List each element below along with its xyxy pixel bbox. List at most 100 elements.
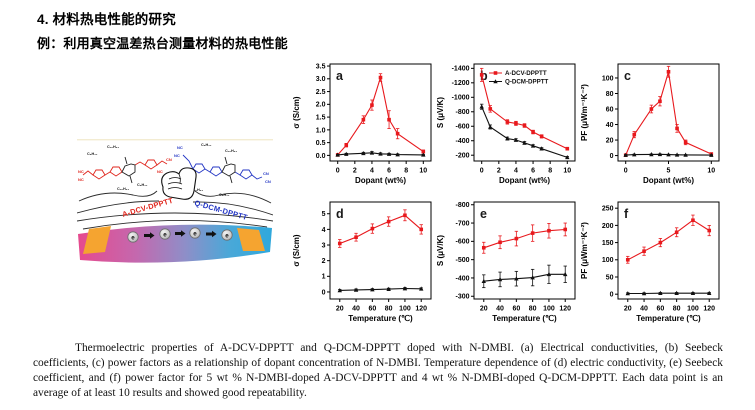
svg-text:CN: CN xyxy=(166,157,172,162)
panel-letter: b xyxy=(480,69,488,83)
y-axis: 0 20 40 60 80 100 PF (μWm⁻¹K⁻²) xyxy=(580,75,618,160)
svg-text:120: 120 xyxy=(415,306,427,313)
svg-text:2.0: 2.0 xyxy=(316,102,326,109)
svg-text:-600: -600 xyxy=(455,239,469,246)
y-axis: -800 -700 -600 -500 -400 -300 S (μV/K) xyxy=(436,202,474,301)
y-axis: 0 50 100 150 200 250 PF (μWm⁻¹K⁻²) xyxy=(580,206,618,299)
x-axis-label: Temperature (℃) xyxy=(348,314,413,323)
svg-text:e: e xyxy=(225,232,229,239)
svg-text:40: 40 xyxy=(640,306,648,313)
svg-text:e: e xyxy=(163,231,167,238)
svg-text:80: 80 xyxy=(385,306,393,313)
svg-text:8: 8 xyxy=(548,168,552,175)
panel-c-chart: 0 5 10 Dopant (wt%) 0 20 40 60 80 100 PF (μWm⁻¹K⁻²… xyxy=(580,58,724,196)
svg-text:20: 20 xyxy=(624,306,632,313)
svg-text:120: 120 xyxy=(703,306,715,313)
panel-letter: e xyxy=(480,207,487,221)
svg-text:0.0: 0.0 xyxy=(316,153,326,160)
plot-frame xyxy=(617,63,720,162)
svg-text:-800: -800 xyxy=(455,202,469,209)
svg-text:0: 0 xyxy=(480,168,484,175)
svg-text:80: 80 xyxy=(673,306,681,313)
svg-text:100: 100 xyxy=(602,75,614,82)
series-Q-DCM-DPPTT xyxy=(337,286,424,293)
svg-text:-500: -500 xyxy=(455,257,469,264)
plot-frame xyxy=(617,201,720,300)
svg-text:4: 4 xyxy=(514,168,518,175)
chart-svg-a: 0 2 4 6 8 10 Dopant (wt%) 0.0 0.5 1.0 1.5 2.0 2.5 3.0… xyxy=(292,63,432,185)
y-axis-label: PF (μWm⁻¹K⁻²) xyxy=(580,84,589,141)
panel-letter: c xyxy=(624,69,631,83)
svg-text:-400: -400 xyxy=(455,275,469,282)
x-axis: 0 2 4 6 8 10 Dopant (wt%) xyxy=(480,161,571,185)
y-axis: 0 1 2 3 4 5 σ (S/cm) xyxy=(292,211,330,296)
svg-text:C₁₀H₂₁: C₁₀H₂₁ xyxy=(107,145,119,149)
svg-text:e: e xyxy=(193,230,197,237)
svg-text:-600: -600 xyxy=(455,124,469,131)
left-electrode xyxy=(83,226,111,254)
svg-text:4: 4 xyxy=(322,227,326,234)
svg-text:2: 2 xyxy=(353,168,357,175)
svg-text:60: 60 xyxy=(512,306,520,313)
svg-text:10: 10 xyxy=(563,168,571,175)
series-A-DCV-DPPTT xyxy=(481,222,568,254)
x-axis: 0 5 10 Dopant (wt%) xyxy=(624,161,715,185)
example-subheading: 例：利用真空温差热台测量材料的热电性能 xyxy=(37,36,288,51)
svg-text:C₈H₁₇: C₈H₁₇ xyxy=(201,143,212,147)
electron-flow-arrow xyxy=(175,230,186,237)
panel-e-chart: 20 40 60 80 100 120 Temperature (℃) -800 -700 -60… xyxy=(436,196,580,334)
electron: e xyxy=(189,227,201,239)
svg-text:100: 100 xyxy=(399,306,411,313)
x-axis-label: Dopant (wt%) xyxy=(355,176,406,185)
svg-text:3.5: 3.5 xyxy=(316,63,326,70)
svg-text:NC: NC xyxy=(174,153,180,158)
x-axis-label: Temperature (℃) xyxy=(636,314,701,323)
svg-text:150: 150 xyxy=(602,240,614,247)
svg-text:20: 20 xyxy=(336,306,344,313)
svg-text:120: 120 xyxy=(559,306,571,313)
electron: e xyxy=(127,231,139,243)
series-A-DCV-DPPTT xyxy=(623,65,714,157)
electron-flow-arrow xyxy=(144,232,155,239)
series-Q-DCM-DPPTT xyxy=(481,264,568,289)
electron-flow-arrow xyxy=(206,230,217,238)
a-dcv-dpptt-label: A-DCV-DPPTT xyxy=(121,196,174,219)
plot-frame xyxy=(473,63,576,162)
panel-f-chart: 20 40 60 80 100 120 Temperature (℃) 0 50 100 150 20… xyxy=(580,196,724,334)
svg-text:-1400: -1400 xyxy=(452,66,470,73)
plot-frame xyxy=(329,63,432,162)
svg-text:80: 80 xyxy=(529,306,537,313)
panel-letter: f xyxy=(624,207,629,221)
svg-text:C₈H₁₇: C₈H₁₇ xyxy=(219,193,230,197)
panel-b-chart: 0 2 4 6 8 10 Dopant (wt%) -1400 -1200 -1000 -800 -6… xyxy=(436,58,580,196)
svg-text:100: 100 xyxy=(687,306,699,313)
svg-text:0: 0 xyxy=(610,153,614,160)
a-dcv-dpptt-molecule: NC NC CN NC C₈H₁₇ C₁₀H₂₁ C₁₀H₂₁ C₈H₁₇ xyxy=(78,145,172,191)
chart-svg-c: 0 5 10 Dopant (wt%) 0 20 40 60 80 100 PF (μWm⁻¹K⁻²… xyxy=(580,63,720,185)
svg-text:C₈H₁₇: C₈H₁₇ xyxy=(87,152,98,156)
y-axis-label: σ (S/cm) xyxy=(292,234,301,266)
svg-text:5: 5 xyxy=(667,168,671,175)
charts-grid: 0 2 4 6 8 10 Dopant (wt%) 0.0 0.5 1.0 1.5 2.0 2.5 3.0… xyxy=(292,58,724,334)
top-rule xyxy=(77,139,273,141)
electron: e xyxy=(159,228,171,240)
svg-text:C₈H₁₇: C₈H₁₇ xyxy=(137,183,148,187)
svg-text:10: 10 xyxy=(419,168,427,175)
svg-text:-700: -700 xyxy=(455,220,469,227)
svg-text:3: 3 xyxy=(322,242,326,249)
svg-text:NC: NC xyxy=(78,169,84,174)
series-A-DCV-DPPTT xyxy=(625,214,712,264)
x-axis-label: Dopant (wt%) xyxy=(499,176,550,185)
svg-text:60: 60 xyxy=(368,306,376,313)
panel-letter: d xyxy=(336,207,344,221)
panel-letter: a xyxy=(336,69,344,83)
svg-text:20: 20 xyxy=(606,137,614,144)
svg-text:0: 0 xyxy=(336,168,340,175)
svg-text:-1000: -1000 xyxy=(452,95,470,102)
y-axis: 0.0 0.5 1.0 1.5 2.0 2.5 3.0 3.5 σ (S/cm) xyxy=(292,63,330,160)
